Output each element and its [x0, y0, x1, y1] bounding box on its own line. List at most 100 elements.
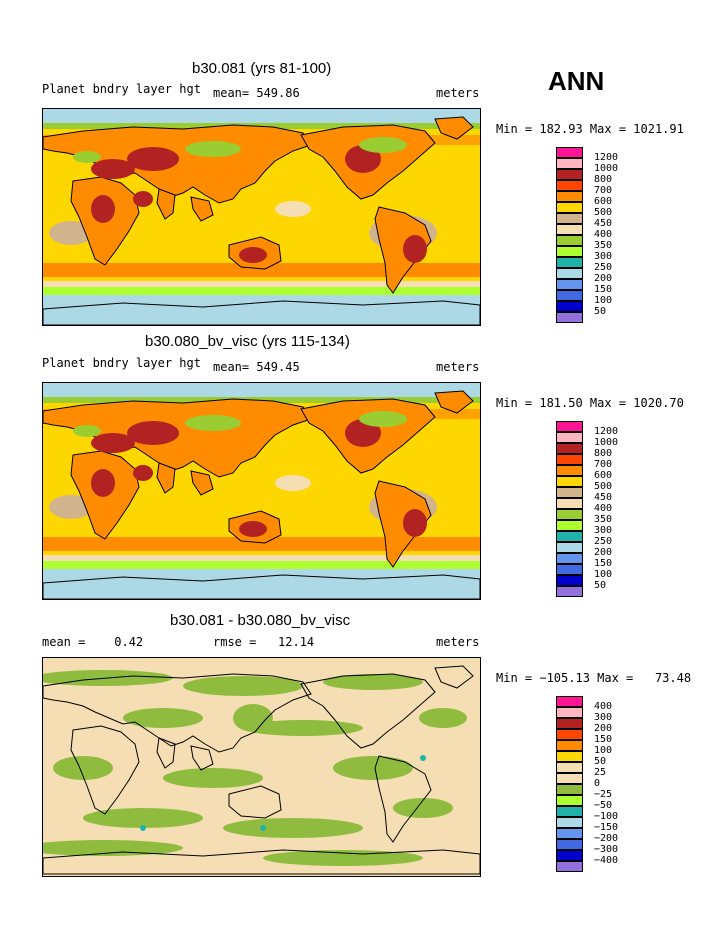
panel-1-units: meters: [436, 86, 480, 100]
colorbar-level-label: 450: [594, 492, 613, 503]
panel-1-map: [42, 108, 481, 326]
colorbar-swatch: [556, 784, 583, 795]
season-label: ANN: [548, 66, 605, 96]
panel-3-map: [42, 657, 481, 877]
panel-1-title: b30.081 (yrs 81-100): [192, 60, 332, 77]
colorbar-level-label: 400: [594, 503, 613, 514]
colorbar-swatch: [556, 707, 583, 718]
colorbar-level-label: 25: [594, 767, 607, 778]
colorbar-level-label: 150: [594, 284, 613, 295]
colorbar-swatch: [556, 147, 583, 158]
colorbar-level-label: 100: [594, 569, 613, 580]
colorbar-swatch: [556, 432, 583, 443]
colorbar-level-label: 800: [594, 174, 613, 185]
panel-2-title: b30.080_bv_visc (yrs 115-134): [145, 333, 350, 350]
colorbar-swatch: [556, 509, 583, 520]
colorbar-level-label: 50: [594, 756, 607, 767]
colorbar-swatch: [556, 301, 583, 312]
panel-3-minmax: Min = −105.13 Max = 73.48: [496, 671, 692, 685]
colorbar-level-label: −25: [594, 789, 613, 800]
colorbar-level-label: 50: [594, 306, 607, 317]
colorbar-swatch: [556, 465, 583, 476]
colorbar-swatch: [556, 718, 583, 729]
panel-1-colorbar: 1200 1000 800 700 600 500 450 400 350 300 250 200 15…: [556, 147, 676, 327]
colorbar-swatch: [556, 806, 583, 817]
colorbar-level-label: −400: [594, 855, 619, 866]
colorbar-swatch: [556, 279, 583, 290]
colorbar-swatch: [556, 476, 583, 487]
panel-2-units: meters: [436, 360, 480, 374]
colorbar-swatch: [556, 191, 583, 202]
colorbar-swatch: [556, 586, 583, 597]
colorbar-level-label: 100: [594, 295, 613, 306]
panel-1-variable-label: Planet bndry layer hgt: [42, 82, 201, 96]
colorbar-level-label: −300: [594, 844, 619, 855]
panel-3-mean: mean = 0.42: [42, 635, 144, 649]
colorbar-swatch: [556, 257, 583, 268]
colorbar-level-label: 300: [594, 525, 613, 536]
panel-2-mean: mean= 549.45: [213, 360, 300, 374]
colorbar-level-label: −150: [594, 822, 619, 833]
colorbar-level-label: 1000: [594, 437, 619, 448]
colorbar-level-label: 1000: [594, 163, 619, 174]
panel-1-mean: mean= 549.86: [213, 86, 300, 100]
panel-2-minmax: Min = 181.50 Max = 1020.70: [496, 396, 684, 410]
colorbar-swatch: [556, 773, 583, 784]
colorbar-level-label: 250: [594, 536, 613, 547]
colorbar-swatch: [556, 729, 583, 740]
colorbar-swatch: [556, 861, 583, 872]
colorbar-level-label: 100: [594, 745, 613, 756]
colorbar-swatch: [556, 246, 583, 257]
colorbar-level-label: 1200: [594, 426, 619, 437]
colorbar-level-label: 450: [594, 218, 613, 229]
colorbar-swatch: [556, 224, 583, 235]
colorbar-swatch: [556, 696, 583, 707]
colorbar-swatch: [556, 542, 583, 553]
colorbar-level-label: 700: [594, 459, 613, 470]
colorbar-swatch: [556, 740, 583, 751]
colorbar-swatch: [556, 839, 583, 850]
colorbar-level-label: 600: [594, 196, 613, 207]
colorbar-level-label: −100: [594, 811, 619, 822]
colorbar-swatch: [556, 795, 583, 806]
panel-1-minmax: Min = 182.93 Max = 1021.91: [496, 122, 684, 136]
colorbar-level-label: 350: [594, 240, 613, 251]
colorbar-swatch: [556, 290, 583, 301]
colorbar-level-label: 350: [594, 514, 613, 525]
colorbar-level-label: 150: [594, 558, 613, 569]
colorbar-swatch: [556, 454, 583, 465]
colorbar-swatch: [556, 762, 583, 773]
colorbar-swatch: [556, 421, 583, 432]
colorbar-level-label: 1200: [594, 152, 619, 163]
panel-2-map: [42, 382, 481, 600]
colorbar-swatch: [556, 817, 583, 828]
panel-3-units: meters: [436, 635, 480, 649]
colorbar-level-label: 250: [594, 262, 613, 273]
colorbar-level-label: 300: [594, 251, 613, 262]
colorbar-level-label: 800: [594, 448, 613, 459]
colorbar-swatch: [556, 564, 583, 575]
panel-2-variable-label: Planet bndry layer hgt: [42, 356, 201, 370]
colorbar-level-label: 500: [594, 481, 613, 492]
colorbar-swatch: [556, 268, 583, 279]
colorbar-level-label: 300: [594, 712, 613, 723]
colorbar-swatch: [556, 751, 583, 762]
colorbar-swatch: [556, 828, 583, 839]
panel-3-colorbar: 400 300 200 150 100 50 25 0 −25 −50 −100 −150 −200 −3…: [556, 696, 676, 876]
colorbar-level-label: −50: [594, 800, 613, 811]
colorbar-level-label: 200: [594, 723, 613, 734]
colorbar-swatch: [556, 531, 583, 542]
colorbar-level-label: 200: [594, 273, 613, 284]
colorbar-swatch: [556, 850, 583, 861]
colorbar-swatch: [556, 443, 583, 454]
colorbar-level-label: 700: [594, 185, 613, 196]
colorbar-swatch: [556, 487, 583, 498]
colorbar-level-label: 400: [594, 229, 613, 240]
colorbar-swatch: [556, 498, 583, 509]
colorbar-swatch: [556, 169, 583, 180]
colorbar-level-label: 50: [594, 580, 607, 591]
colorbar-swatch: [556, 158, 583, 169]
colorbar-swatch: [556, 202, 583, 213]
colorbar-level-label: 0: [594, 778, 601, 789]
panel-3-title: b30.081 - b30.080_bv_visc: [170, 612, 351, 629]
